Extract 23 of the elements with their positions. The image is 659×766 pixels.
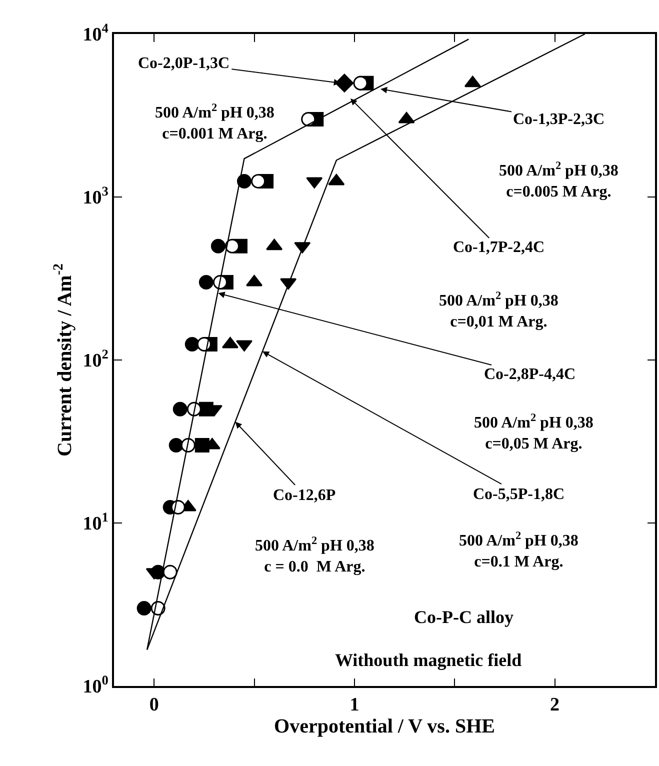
annotation: Co-2,8P-4,4C [484, 366, 576, 383]
annotation: Co-1,3P-2,3C [513, 111, 605, 128]
y-tick-label: 10$^{3}$ [82, 184, 109, 209]
y-tick-label: 10$^{1}$ [82, 510, 108, 535]
x-tick-label: 0 [149, 694, 159, 716]
annotation: 500 A/m$^{2}$ pH 0,38 c=0.001 M Arg. [155, 102, 274, 143]
annotation: 500 A/m$^{2}$ pH 0,38 c=0,01 M Arg. [439, 290, 558, 331]
annotation: 500 A/m$^{2}$ pH 0,38 c=0.1 M Arg. [459, 530, 578, 571]
x-axis-title: Overpotential / V vs. SHE [274, 716, 495, 738]
x-tick-label: 2 [550, 694, 560, 716]
annotation: 500 A/m$^{2}$ pH 0,38 c=0.005 M Arg. [499, 160, 618, 201]
y-tick-label: 10$^{2}$ [82, 346, 109, 372]
annotation: Withouth magnetic field [335, 650, 522, 670]
annotation: Co-1,7P-2,4C [453, 239, 545, 256]
annotation: 500 A/m$^{2}$ pH 0,38 c = 0.0 M Arg. [255, 535, 374, 576]
y-tick-label: 10$^{0}$ [82, 672, 109, 698]
annotation: Co-2,0P-1,3C [138, 55, 230, 72]
y-tick-label: 10$^{4}$ [82, 20, 109, 46]
annotation: 500 A/m$^{2}$ pH 0,38 c=0,05 M Arg. [474, 412, 594, 453]
annotation: Co-5,5P-1,8C [473, 486, 565, 503]
annotation: Co-P-C alloy [414, 607, 514, 627]
x-tick-label: 1 [350, 694, 360, 716]
annotation: Co-12,6P [273, 487, 336, 504]
